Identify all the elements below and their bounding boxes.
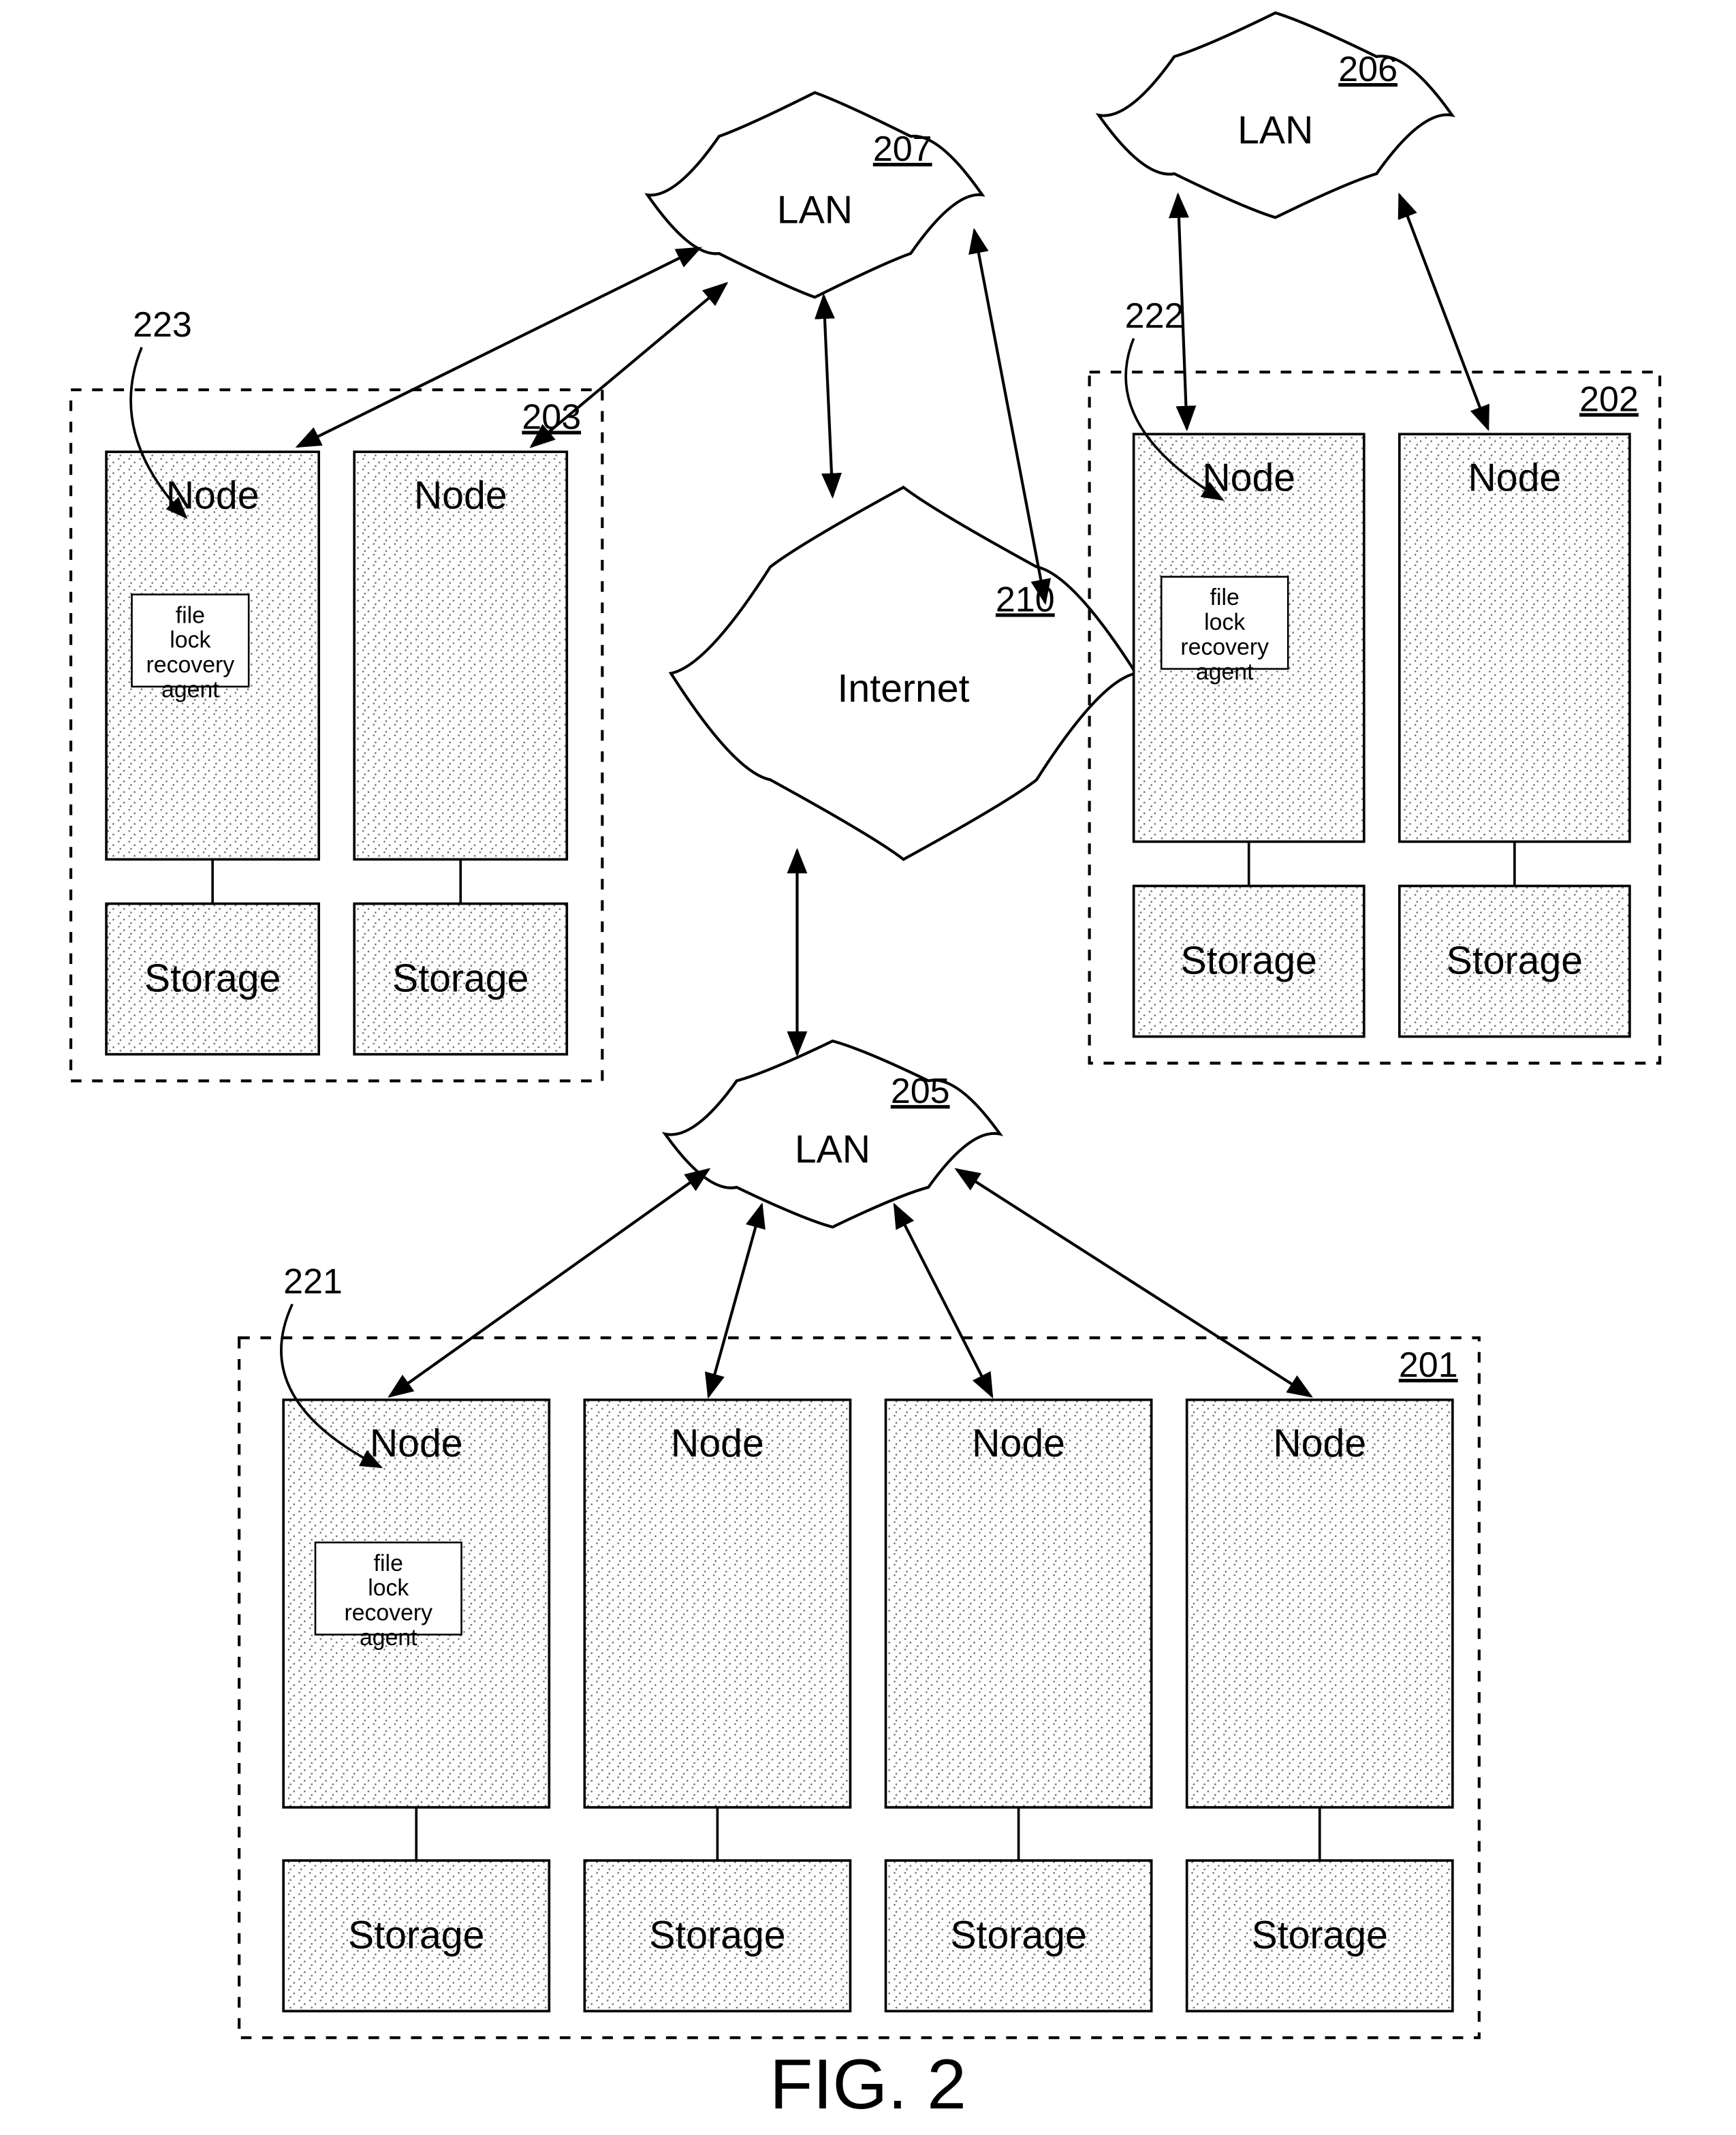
agent-label: recovery (1180, 634, 1269, 660)
agent-label: agent (360, 1625, 417, 1651)
cloud-lan-205-label: LAN (795, 1127, 870, 1171)
cluster-203: 203NodefilelockrecoveryagentNodeStorageS… (71, 390, 602, 1080)
cloud-lan-206: LAN 206 (1099, 13, 1452, 217)
arrow-0 (298, 248, 699, 446)
cluster-203-node-1: Node (354, 452, 567, 859)
storage-label: Storage (1447, 939, 1583, 982)
callout-label: 222 (1125, 296, 1184, 336)
cloud-lan-207-label: LAN (777, 189, 853, 232)
storage-label: Storage (348, 1914, 484, 1957)
node-label: Node (671, 1422, 764, 1465)
node-label: Node (1202, 456, 1295, 499)
cloud-internet-210: Internet210 (671, 487, 1136, 859)
node-label: Node (414, 473, 507, 517)
cluster-201-node-3: Node (1187, 1400, 1453, 1807)
storage-label: Storage (392, 956, 528, 1000)
node-label: Node (972, 1422, 1065, 1465)
callout-label: 221 (283, 1262, 343, 1302)
cluster-201-node-2: Node (886, 1400, 1152, 1807)
agent-label: file (374, 1550, 403, 1576)
node-label: Node (1273, 1422, 1366, 1465)
storage-label: Storage (1181, 939, 1317, 982)
cluster-202-ref: 202 (1579, 379, 1639, 419)
cluster-202-storage-0: Storage (1134, 886, 1364, 1037)
agent-label: lock (368, 1575, 409, 1601)
callout-label: 223 (133, 305, 192, 345)
cluster-203-node-0: Nodefilelockrecoveryagent (106, 452, 319, 859)
cluster-202-storage-1: Storage (1400, 886, 1630, 1037)
agent-label: lock (170, 627, 210, 653)
storage-label: Storage (144, 956, 281, 1000)
cloud-lan-205: LAN 205 (665, 1041, 1000, 1227)
figure-label: FIG. 2 (770, 2045, 966, 2124)
cluster-203-storage-1: Storage (354, 904, 567, 1055)
cloud-lan-206-label: LAN (1237, 109, 1313, 153)
cluster-203-storage-0: Storage (106, 904, 319, 1055)
storage-label: Storage (950, 1914, 1086, 1957)
storage-label: Storage (1252, 1914, 1388, 1957)
cluster-202-node-0: Node filelockrecoveryagent (1134, 434, 1364, 841)
cluster-201-storage-2: Storage (886, 1860, 1152, 2011)
agent-label: recovery (344, 1600, 432, 1626)
agent-label: file (1210, 585, 1240, 610)
cluster-201-ref: 201 (1399, 1345, 1458, 1385)
arrow-1 (531, 283, 726, 446)
arrow-9 (895, 1205, 992, 1397)
agent-label: lock (1204, 610, 1245, 636)
cluster-201: 201NodefilelockrecoveryagentNodeNodeNode… (239, 1338, 1479, 2038)
agent-label: agent (161, 676, 219, 702)
cluster-201-storage-0: Storage (283, 1860, 549, 2011)
arrow-10 (957, 1170, 1311, 1397)
arrow-2 (823, 296, 832, 496)
agent-label: agent (1196, 659, 1254, 685)
agent-label: file (176, 602, 205, 628)
cluster-202: 202 Node filelockrecoveryagent Node Storage S… (1090, 372, 1660, 1063)
cluster-201-storage-3: Storage (1187, 1860, 1453, 2011)
node-label: Node (1468, 456, 1561, 499)
cloud-lan-206-ref: 206 (1338, 50, 1398, 89)
cloud-lan-207: LAN 207 (648, 93, 983, 297)
cloud-lan-207-ref: 207 (873, 129, 932, 169)
arrow-7 (390, 1170, 708, 1397)
cluster-201-node-1: Node (584, 1400, 850, 1807)
cluster-201-storage-1: Storage (584, 1860, 850, 2011)
agent-label: recovery (146, 652, 235, 678)
node-label: Node (370, 1422, 463, 1465)
arrow-8 (708, 1205, 761, 1397)
cluster-202-node-1: Node (1400, 434, 1630, 841)
arrow-5 (1400, 195, 1488, 428)
cloud-lan-205-ref: 205 (891, 1072, 950, 1111)
cloud-internet-210-label: Internet (837, 667, 969, 711)
cluster-201-node-0: Node filelockrecoveryagent (283, 1400, 549, 1807)
storage-label: Storage (649, 1914, 785, 1957)
